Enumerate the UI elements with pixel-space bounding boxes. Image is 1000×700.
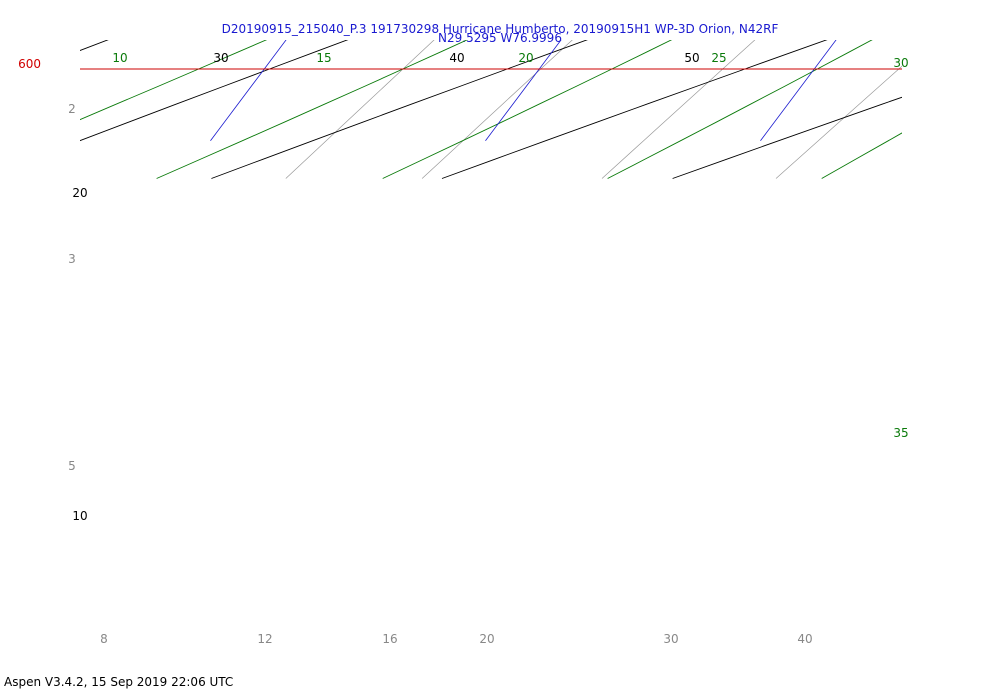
dry-adiabat-label: 20	[72, 186, 87, 200]
moist-adiabat-label: 30	[893, 56, 908, 70]
mixing-ratio-label: 12	[257, 632, 272, 646]
footer-software-version: Aspen V3.4.2, 15 Sep 2019 22:06 UTC	[4, 675, 233, 689]
moist-adiabat-label: 35	[893, 426, 908, 440]
mixing-ratio-line	[775, 65, 902, 179]
moist-adiabat-line	[821, 132, 902, 179]
dry-adiabat-label: 30	[213, 51, 228, 65]
isobar-label-600: 600	[18, 57, 41, 71]
mixing-ratio-line	[933, 0, 1000, 179]
mixing-ratio-label: 5	[68, 459, 76, 473]
dry-adiabat-label: 10	[72, 509, 87, 523]
mixing-ratio-label: 8	[100, 632, 108, 646]
mixing-ratio-label: 40	[797, 632, 812, 646]
dry-adiabat-label: 40	[449, 51, 464, 65]
moist-adiabat-label: 15	[316, 51, 331, 65]
mixing-ratio-label: 30	[663, 632, 678, 646]
dry-adiabat-label: 50	[684, 51, 699, 65]
mixing-ratio-label: 2	[68, 102, 76, 116]
chart-title-line-1: D20190915_215040_P.3 191730298 Hurricane…	[222, 22, 779, 36]
mixing-ratio-label: 16	[382, 632, 397, 646]
moist-adiabat-label: 25	[711, 51, 726, 65]
isobar-lines	[80, 68, 902, 70]
axis-labels: 6007008009001000-10010203020304050101015…	[18, 51, 909, 646]
mixing-ratio-label: 3	[68, 252, 76, 266]
moist-adiabat-label: 10	[112, 51, 127, 65]
moist-adiabat-label: 20	[518, 51, 533, 65]
dry-adiabat-line	[903, 0, 1000, 179]
chart-title-line-2: N29.5295 W76.9996	[438, 31, 562, 45]
mixing-ratio-label: 20	[479, 632, 494, 646]
isotherm-line	[760, 40, 837, 141]
